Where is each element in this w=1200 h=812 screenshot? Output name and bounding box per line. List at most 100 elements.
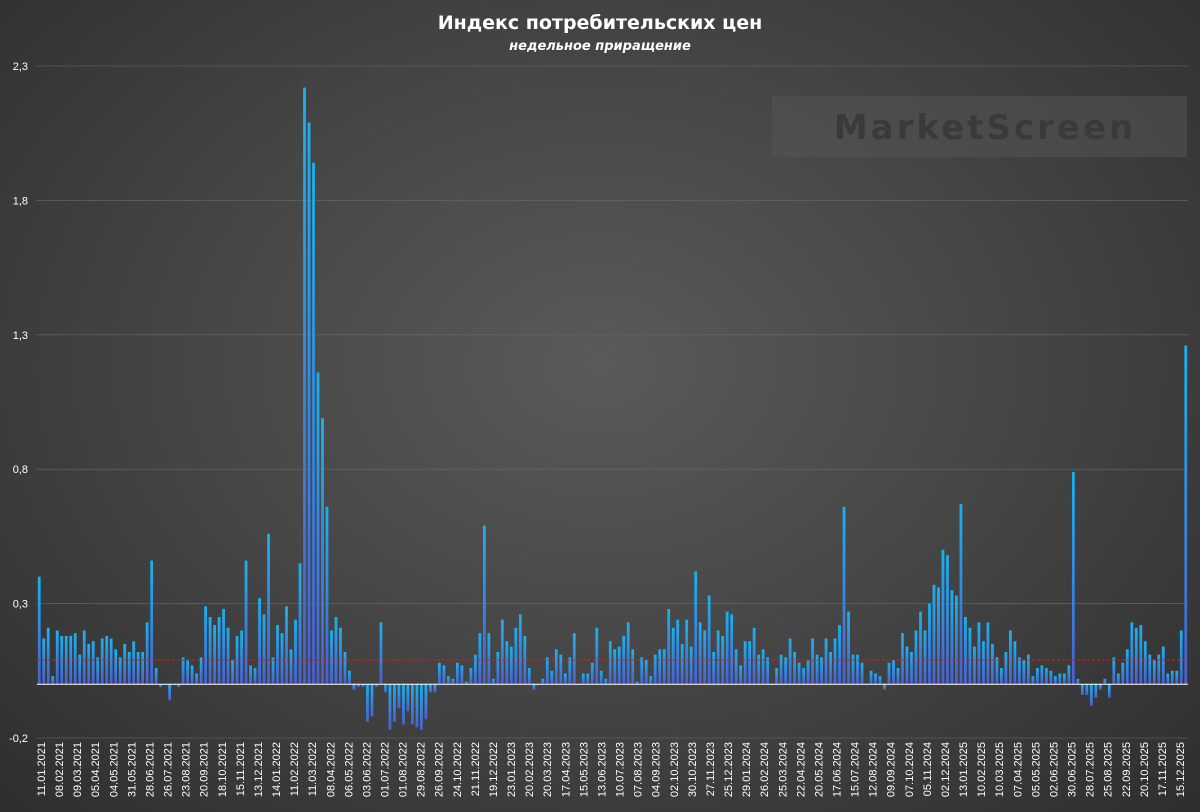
bar xyxy=(734,649,738,685)
bar xyxy=(1152,660,1156,685)
bar xyxy=(420,684,423,730)
x-tick-label: 03.06.2022 xyxy=(361,742,373,797)
bar xyxy=(123,643,127,685)
bar xyxy=(572,633,576,685)
bar xyxy=(82,630,86,685)
bar xyxy=(199,657,203,685)
bar xyxy=(761,649,765,685)
x-tick-label: 22.09.2025 xyxy=(1121,742,1133,797)
bar xyxy=(64,635,68,685)
bar xyxy=(824,638,828,685)
bar xyxy=(455,662,459,685)
x-tick-label: 17.06.2024 xyxy=(832,742,844,797)
bar xyxy=(905,646,909,685)
x-tick-label: 06.05.2022 xyxy=(343,742,355,797)
bar xyxy=(478,633,482,685)
bar xyxy=(1053,676,1057,685)
bar xyxy=(78,654,82,685)
bar xyxy=(541,678,545,685)
x-tick-label: 08.02.2021 xyxy=(54,742,66,797)
x-tick-label: 08.04.2022 xyxy=(325,742,337,797)
bar xyxy=(550,670,554,685)
bar xyxy=(779,654,783,685)
bar xyxy=(896,668,900,685)
bar xyxy=(321,418,324,685)
bar xyxy=(352,684,356,690)
bar xyxy=(150,560,154,685)
bar xyxy=(96,657,100,685)
bar xyxy=(73,633,77,685)
bar xyxy=(109,638,113,685)
x-tick-label: 15.11.2021 xyxy=(235,742,247,796)
bar xyxy=(1143,641,1147,685)
chart-subtitle: недельное приращение xyxy=(509,39,691,54)
bar xyxy=(1139,625,1143,685)
bar xyxy=(586,673,590,685)
bar xyxy=(51,676,55,685)
bar xyxy=(402,684,405,725)
bar xyxy=(1179,630,1183,685)
x-tick-label: 12.08.2024 xyxy=(868,742,880,797)
bar xyxy=(973,646,976,685)
x-tick-label: 14.01.2022 xyxy=(271,742,283,797)
x-tick-label: 15.05.2023 xyxy=(578,742,590,797)
bar xyxy=(1166,673,1170,685)
bar xyxy=(730,614,734,685)
x-tick-label: 25.03.2024 xyxy=(777,742,789,797)
bar xyxy=(429,684,432,693)
bar xyxy=(298,563,302,685)
bar xyxy=(1094,684,1098,698)
x-tick-label: 20.10.2025 xyxy=(1139,742,1151,797)
bar xyxy=(986,622,990,685)
bar xyxy=(132,641,136,685)
bar xyxy=(910,651,913,685)
bar xyxy=(118,657,122,685)
bar xyxy=(923,630,927,685)
bar xyxy=(968,627,972,685)
bar xyxy=(1009,630,1012,685)
x-tick-label: 02.06.2025 xyxy=(1048,742,1060,797)
bar xyxy=(680,643,684,685)
bar xyxy=(793,651,796,685)
bar xyxy=(581,673,585,685)
bar xyxy=(384,684,387,693)
x-tick-label: 31.05.2021 xyxy=(126,742,138,797)
bar xyxy=(1116,673,1120,685)
bar xyxy=(815,654,819,685)
x-tick-label: 18.10.2021 xyxy=(217,742,229,797)
bar xyxy=(190,665,194,685)
bar xyxy=(1013,641,1017,685)
y-tick-label: 1,8 xyxy=(13,195,28,207)
bar xyxy=(698,622,702,685)
bar xyxy=(797,662,801,685)
bar xyxy=(482,525,486,685)
x-tick-label: 11.02.2022 xyxy=(289,742,301,796)
bar xyxy=(370,684,374,717)
x-tick-label: 02.12.2024 xyxy=(940,742,952,797)
x-tick-label: 28.06.2021 xyxy=(145,742,157,797)
bar xyxy=(649,676,653,685)
bar xyxy=(1161,646,1165,685)
x-tick-label: 09.09.2024 xyxy=(886,742,898,797)
x-tick-label: 20.02.2023 xyxy=(524,742,536,797)
bar xyxy=(604,678,608,685)
bar xyxy=(325,506,329,685)
bar xyxy=(892,660,895,685)
y-tick-label: 0,3 xyxy=(13,599,28,611)
bar xyxy=(312,162,315,685)
bar xyxy=(217,617,221,685)
bar xyxy=(271,657,275,685)
bar xyxy=(856,654,859,685)
bar xyxy=(208,617,212,685)
bar xyxy=(60,635,64,685)
bar xyxy=(1058,673,1062,685)
x-tick-label: 11.01.2021 xyxy=(36,742,48,796)
bar xyxy=(464,681,468,685)
bar xyxy=(1089,684,1093,706)
bar xyxy=(42,638,46,685)
bar xyxy=(1157,654,1161,685)
bar xyxy=(496,651,500,685)
x-tick-label: 20.09.2021 xyxy=(199,742,211,797)
bar xyxy=(932,584,936,685)
chart-title: Индекс потребительских цен xyxy=(438,12,763,34)
